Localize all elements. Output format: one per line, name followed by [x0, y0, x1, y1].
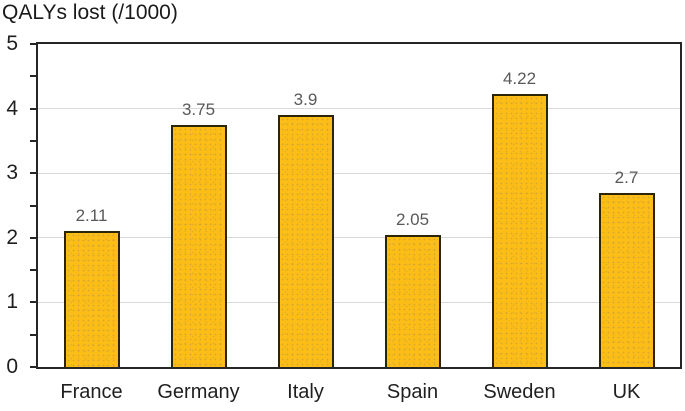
- y-axis-label-2: 2: [6, 225, 18, 249]
- y-axis-label-3: 3: [6, 161, 18, 185]
- value-label-italy: 3.9: [293, 90, 318, 110]
- y-tick-0: [30, 366, 36, 368]
- y-tick-5: [30, 43, 36, 45]
- x-axis-label-france: France: [60, 381, 123, 403]
- y-tick-4.5: [30, 75, 36, 78]
- x-axis-label-uk: UK: [612, 381, 641, 403]
- y-tick-0.5: [30, 333, 36, 336]
- y-tick-3: [30, 172, 36, 175]
- gridline-2: [38, 237, 680, 239]
- x-axis-label-germany: Germany: [157, 381, 240, 403]
- x-axis-label-italy: Italy: [287, 381, 324, 403]
- gridline-4: [38, 108, 680, 110]
- bar-france: [63, 230, 120, 367]
- y-axis-label-1: 1: [6, 290, 18, 314]
- value-label-germany: 3.75: [181, 99, 216, 119]
- y-tick-1.5: [30, 269, 36, 272]
- bar-spain: [384, 234, 441, 367]
- y-tick-1: [30, 301, 36, 304]
- y-tick-2: [30, 236, 36, 239]
- value-label-spain: 2.05: [395, 209, 430, 229]
- y-tick-3.5: [30, 139, 36, 142]
- x-axis-label-sweden: Sweden: [483, 381, 556, 403]
- value-label-france: 2.11: [75, 205, 108, 225]
- chart-title: QALYs lost (/1000): [2, 1, 178, 24]
- gridline-1: [38, 301, 680, 303]
- value-label-sweden: 4.22: [502, 69, 537, 89]
- x-axis-label-spain: Spain: [386, 381, 439, 403]
- y-axis-label-4: 4: [6, 96, 18, 120]
- bar-germany: [170, 124, 227, 367]
- bar-italy: [277, 115, 334, 367]
- y-tick-2.5: [30, 204, 36, 207]
- y-axis-label-0: 0: [6, 355, 18, 378]
- bar-uk: [598, 192, 655, 367]
- gridline-3: [38, 172, 680, 174]
- bar-sweden: [491, 94, 548, 367]
- value-label-uk: 2.7: [614, 167, 639, 187]
- plot-area: 2.11 3.75 3.9 2.05 4.22 2.7: [36, 42, 682, 369]
- y-tick-4: [30, 107, 36, 110]
- y-axis-label-5: 5: [6, 32, 18, 55]
